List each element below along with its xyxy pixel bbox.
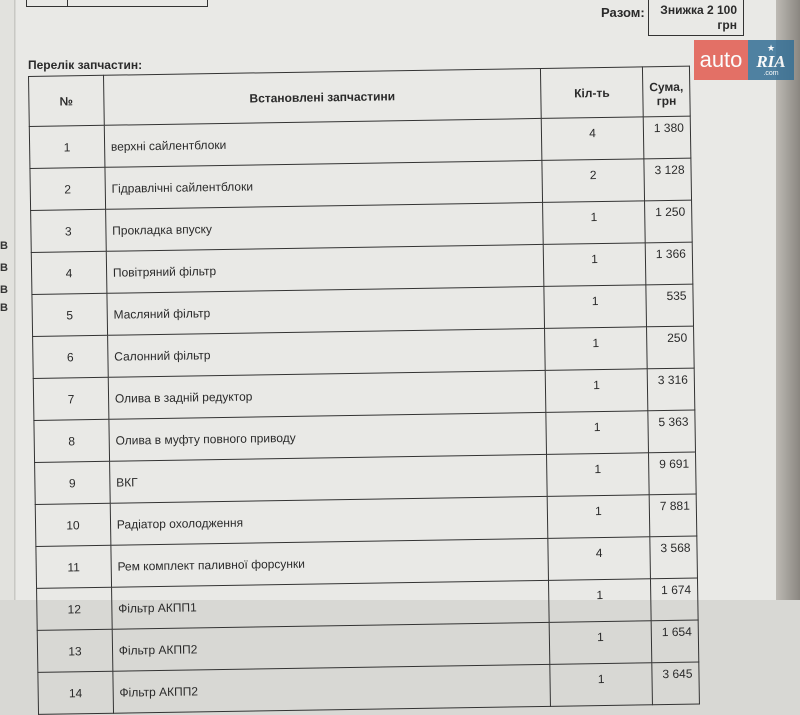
part-name: Фільтр АКПП1 xyxy=(111,580,550,630)
part-name: Фільтр АКПП2 xyxy=(112,664,551,714)
logo-auto: auto xyxy=(694,40,748,80)
part-name: Гідравлічні сайлентблоки xyxy=(104,160,543,210)
sum: 250 xyxy=(646,326,695,369)
part-name: Олива в муфту повного приводу xyxy=(108,412,547,462)
sum: 1 380 xyxy=(643,116,691,159)
part-name: Масляний фільтр xyxy=(106,286,545,336)
part-name: Салонний фільтр xyxy=(107,328,546,378)
parts-table: № Встановлені запчастини Кіл-ть Сума, гр… xyxy=(28,66,700,715)
logo-ria-text: RIA xyxy=(756,51,786,71)
sum: 9 691 xyxy=(648,452,697,495)
part-name: Рем комплект паливної форсунки xyxy=(110,538,549,588)
edge-letter: В xyxy=(0,284,8,296)
background-edge xyxy=(776,0,800,600)
quantity: 1 xyxy=(543,284,647,329)
sum: 3 316 xyxy=(647,368,695,411)
row-number: 3 xyxy=(30,209,107,253)
quantity: 1 xyxy=(548,578,652,623)
part-name: Фільтр АКПП2 xyxy=(111,622,550,672)
quantity: 1 xyxy=(547,494,650,539)
part-name: Повітряний фільтр xyxy=(106,244,544,294)
sum: 1 366 xyxy=(645,242,693,285)
quantity: 1 xyxy=(549,620,652,665)
row-number: 8 xyxy=(33,419,110,463)
previous-table-bottom xyxy=(26,0,208,7)
sum: 3 568 xyxy=(649,536,698,579)
row-number: 7 xyxy=(33,377,109,421)
header-sum: Сума, грн xyxy=(642,66,691,117)
header-quantity: Кіл-ть xyxy=(540,66,644,119)
parts-list-title: Перелік запчастин: xyxy=(28,58,143,72)
row-number: 2 xyxy=(29,167,106,211)
sum: 1 674 xyxy=(650,578,699,621)
row-number: 11 xyxy=(35,545,112,589)
adjacent-page-edge: В В В В xyxy=(0,0,15,600)
quantity: 1 xyxy=(542,200,646,245)
part-name: ВКГ xyxy=(109,454,548,504)
edge-letter: В xyxy=(0,302,8,314)
edge-letter: В xyxy=(0,262,8,274)
row-number: 9 xyxy=(34,461,111,505)
header-parts: Встановлені запчастини xyxy=(103,68,542,126)
quantity: 4 xyxy=(541,116,644,161)
quantity: 1 xyxy=(544,326,648,371)
sum: 5 363 xyxy=(647,410,696,453)
discount-amount: Знижка 2 100 xyxy=(660,3,737,17)
sum: 535 xyxy=(645,284,694,327)
sum: 1 250 xyxy=(644,200,693,243)
edge-letter: В xyxy=(0,240,8,252)
header-number: № xyxy=(28,75,105,127)
quantity: 1 xyxy=(545,410,649,455)
quantity: 1 xyxy=(546,452,650,497)
sum: 7 881 xyxy=(649,494,697,537)
quantity: 4 xyxy=(547,536,651,581)
quantity: 1 xyxy=(549,662,653,707)
document-page xyxy=(16,0,776,600)
row-number: 1 xyxy=(29,125,105,169)
row-number: 6 xyxy=(32,335,109,379)
part-name: Прокладка впуску xyxy=(105,202,544,252)
row-number: 12 xyxy=(36,587,112,631)
part-name: верхні сайлентблоки xyxy=(104,118,542,168)
sum: 1 654 xyxy=(651,620,699,663)
discount-box: Знижка 2 100 грн xyxy=(648,0,744,36)
total-label: Разом: xyxy=(601,5,645,20)
sum: 3 645 xyxy=(651,662,700,705)
discount-currency: грн xyxy=(717,18,737,32)
logo-ria: ★ RIA .com xyxy=(748,40,794,80)
row-number: 10 xyxy=(35,503,111,547)
row-number: 4 xyxy=(31,251,107,295)
row-number: 5 xyxy=(31,293,108,337)
quantity: 1 xyxy=(543,242,646,287)
logo-com-text: .com xyxy=(763,69,779,77)
row-number: 13 xyxy=(37,629,113,673)
table-row: 14 Фільтр АКПП2 1 3 645 xyxy=(37,662,700,715)
quantity: 2 xyxy=(541,158,645,203)
star-icon: ★ xyxy=(766,42,776,53)
sum: 3 128 xyxy=(643,158,692,201)
row-number: 14 xyxy=(37,671,114,715)
autoria-watermark-logo: auto ★ RIA .com xyxy=(694,40,794,80)
quantity: 1 xyxy=(545,368,648,413)
part-name: Олива в задній редуктор xyxy=(108,370,546,420)
part-name: Радіатор охолодження xyxy=(110,496,548,546)
